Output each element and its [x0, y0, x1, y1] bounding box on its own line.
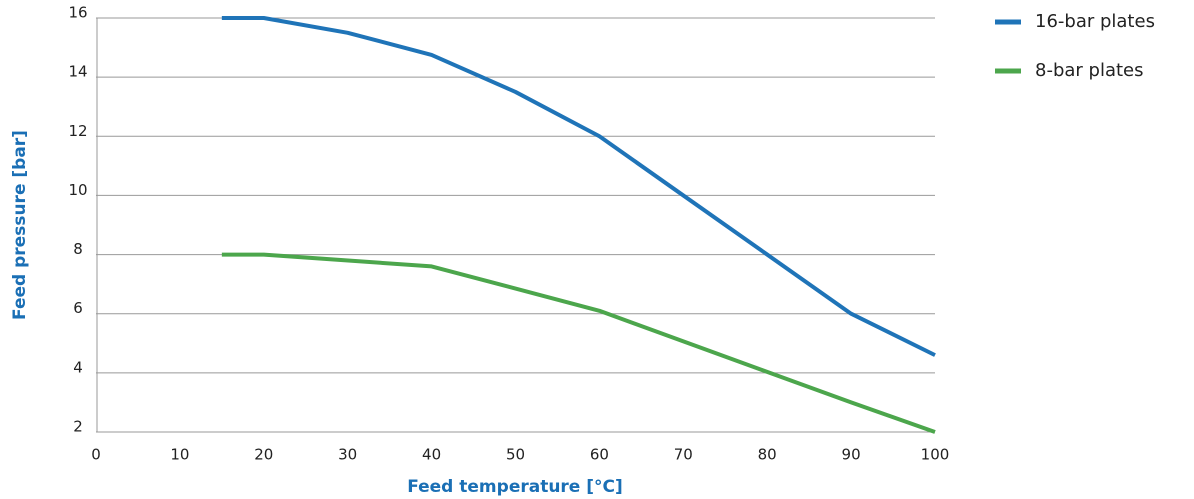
y-tick-label: 2: [73, 418, 83, 436]
x-tick-label: 50: [506, 446, 525, 464]
x-tick-label: 70: [674, 446, 693, 464]
x-axis-title: Feed temperature [°C]: [407, 477, 623, 497]
x-tick-label: 100: [921, 446, 950, 464]
y-tick-label: 10: [68, 181, 87, 199]
x-tick-label: 40: [422, 446, 441, 464]
y-tick-label: 6: [73, 299, 83, 317]
y-tick-label: 14: [68, 63, 87, 81]
y-tick-label: 16: [68, 4, 87, 22]
line-series: [221, 16, 936, 357]
x-tick-label: 20: [254, 446, 273, 464]
x-tick-label: 80: [758, 446, 777, 464]
x-tick-label: 90: [842, 446, 861, 464]
x-tick-label: 10: [170, 446, 189, 464]
legend-text: 16-bar plates: [1035, 11, 1155, 32]
line-series: [221, 252, 936, 434]
y-tick-label: 12: [68, 122, 87, 140]
y-axis-title: Feed pressure [bar]: [10, 130, 30, 320]
y-tick-label: 8: [73, 240, 83, 258]
y-tick-label: 4: [73, 358, 83, 376]
x-tick-label: 0: [91, 446, 101, 464]
x-tick-label: 60: [590, 446, 609, 464]
legend-text: 8-bar plates: [1035, 60, 1144, 81]
x-tick-label: 30: [338, 446, 357, 464]
